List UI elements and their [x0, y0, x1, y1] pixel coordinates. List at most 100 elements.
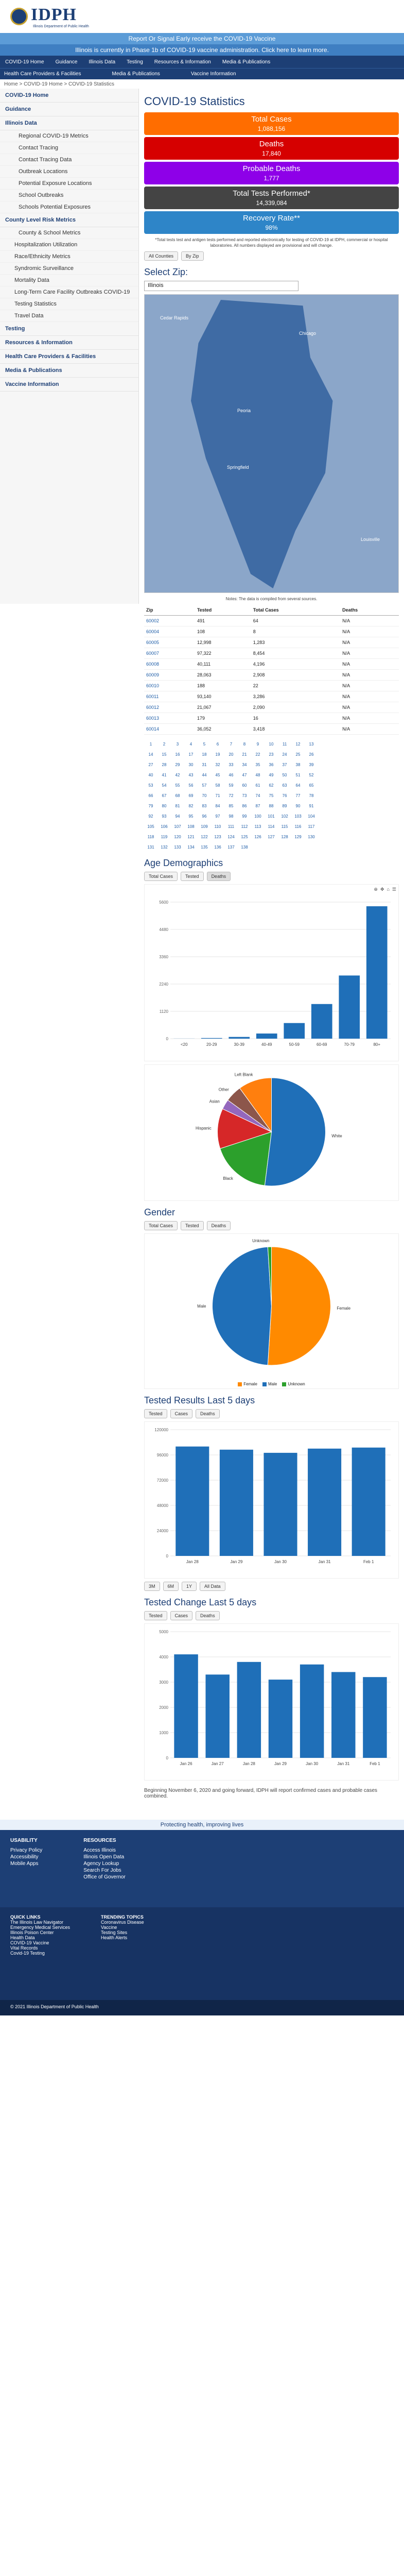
page-link[interactable]: 30 [188, 762, 194, 767]
page-link[interactable]: 48 [255, 773, 260, 777]
page-link[interactable]: 131 [147, 845, 154, 850]
page-link[interactable]: 87 [255, 804, 260, 808]
footer-link[interactable]: Health Data [10, 1935, 35, 1940]
page-link[interactable]: 70 [202, 793, 207, 798]
table-header[interactable]: Zip [144, 605, 195, 616]
page-link[interactable]: 94 [175, 814, 180, 819]
footer-link[interactable]: Coronavirus Disease [101, 1920, 144, 1925]
page-link[interactable]: 67 [162, 793, 167, 798]
legend-item[interactable]: Male [262, 1382, 277, 1386]
page-link[interactable]: 24 [282, 752, 287, 757]
range-3m[interactable]: 3M [144, 1582, 160, 1591]
page-link[interactable]: 4 [189, 742, 192, 747]
gender-tab-deaths[interactable]: Deaths [206, 1221, 231, 1230]
page-link[interactable]: 54 [162, 783, 167, 788]
page-link[interactable]: 68 [175, 793, 180, 798]
page-link[interactable]: 85 [229, 804, 234, 808]
zip-link[interactable]: 60004 [144, 626, 195, 637]
page-link[interactable]: 82 [188, 804, 194, 808]
page-link[interactable]: 35 [255, 762, 260, 767]
page-link[interactable]: 31 [202, 762, 207, 767]
nav-media-pub[interactable]: Media & Publications [112, 71, 160, 77]
page-link[interactable]: 47 [242, 773, 247, 777]
footer-link[interactable]: The Illinois Law Navigator [10, 1920, 64, 1925]
page-link[interactable]: 103 [294, 814, 302, 819]
page-link[interactable]: 127 [268, 835, 275, 839]
gender-tab-tested[interactable]: Tested [181, 1221, 204, 1230]
page-link[interactable]: 96 [202, 814, 207, 819]
footer-link[interactable]: Office of Governor [83, 1874, 126, 1880]
sidebar-group[interactable]: Guidance [0, 103, 138, 116]
page-link[interactable]: 128 [281, 835, 288, 839]
alert-banner-1[interactable]: Report Or Signal Early receive the COVID… [0, 33, 404, 44]
page-link[interactable]: 66 [148, 793, 153, 798]
footer-link[interactable]: Covid-19 Testing [10, 1951, 45, 1956]
page-link[interactable]: 8 [243, 742, 246, 747]
page-link[interactable]: 40 [148, 773, 153, 777]
page-link[interactable]: 134 [187, 845, 195, 850]
page-link[interactable]: 42 [175, 773, 180, 777]
nav-resources[interactable]: Resources & Information [154, 59, 211, 65]
page-link[interactable]: 107 [174, 824, 181, 829]
footer-link[interactable]: Emergency Medical Services [10, 1925, 71, 1930]
page-link[interactable]: 22 [255, 752, 260, 757]
page-link[interactable]: 77 [295, 793, 301, 798]
page-link[interactable]: 121 [187, 835, 195, 839]
page-link[interactable]: 12 [295, 742, 301, 747]
page-link[interactable]: 59 [229, 783, 234, 788]
t5-tab-deaths[interactable]: Deaths [196, 1409, 220, 1418]
page-link[interactable]: 130 [308, 835, 315, 839]
zip-link[interactable]: 60014 [144, 723, 195, 735]
nav-providers[interactable]: Health Care Providers & Facilities [4, 71, 81, 77]
page-link[interactable]: 57 [202, 783, 207, 788]
range-1y[interactable]: 1Y [182, 1582, 197, 1591]
page-link[interactable]: 118 [147, 835, 154, 839]
sidebar-item[interactable]: Testing Statistics [0, 298, 138, 310]
page-link[interactable]: 53 [148, 783, 153, 788]
page-link[interactable]: 115 [281, 824, 288, 829]
page-link[interactable]: 116 [294, 824, 302, 829]
range-all[interactable]: All Data [200, 1582, 225, 1591]
page-link[interactable]: 3 [176, 742, 179, 747]
page-link[interactable]: 43 [188, 773, 194, 777]
page-link[interactable]: 122 [201, 835, 208, 839]
sidebar-group[interactable]: Illinois Data [0, 116, 138, 130]
page-link[interactable]: 46 [229, 773, 234, 777]
sidebar-group[interactable]: Media & Publications [0, 364, 138, 378]
page-link[interactable]: 90 [295, 804, 301, 808]
footer-link[interactable]: Access Illinois [83, 1848, 116, 1853]
page-link[interactable]: 58 [215, 783, 220, 788]
page-link[interactable]: 45 [215, 773, 220, 777]
legend-item[interactable]: Unknown [282, 1382, 305, 1386]
sidebar-item[interactable]: Schools Potential Exposures [0, 201, 138, 213]
page-link[interactable]: 29 [175, 762, 180, 767]
page-link[interactable]: 52 [309, 773, 314, 777]
sidebar-group[interactable]: County Level Risk Metrics [0, 213, 138, 227]
page-link[interactable]: 84 [215, 804, 220, 808]
footer-link[interactable]: Vaccine [101, 1925, 117, 1930]
sidebar-group[interactable]: Vaccine Information [0, 378, 138, 392]
page-link[interactable]: 117 [308, 824, 315, 829]
page-link[interactable]: 110 [214, 824, 221, 829]
page-link[interactable]: 50 [282, 773, 287, 777]
zip-link[interactable]: 60009 [144, 669, 195, 681]
age-tab-tested[interactable]: Tested [181, 872, 204, 881]
page-link[interactable]: 61 [255, 783, 260, 788]
by-zip-button[interactable]: By Zip [181, 251, 204, 261]
page-link[interactable]: 80 [162, 804, 167, 808]
zip-link[interactable]: 60011 [144, 691, 195, 702]
sidebar-item[interactable]: Outbreak Locations [0, 166, 138, 178]
menu-icon[interactable]: ☰ [392, 887, 396, 892]
nav-media[interactable]: Media & Publications [222, 59, 271, 65]
legend-item[interactable]: Female [238, 1382, 257, 1386]
page-link[interactable]: 108 [187, 824, 195, 829]
page-link[interactable]: 112 [241, 824, 248, 829]
page-link[interactable]: 32 [215, 762, 220, 767]
sidebar-item[interactable]: Long-Term Care Facility Outbreaks COVID-… [0, 286, 138, 298]
page-link[interactable]: 119 [161, 835, 168, 839]
page-link[interactable]: 38 [295, 762, 301, 767]
page-link[interactable]: 93 [162, 814, 167, 819]
page-link[interactable]: 11 [282, 742, 287, 747]
footer-link[interactable]: Testing Sites [101, 1930, 128, 1935]
page-link[interactable]: 79 [148, 804, 153, 808]
